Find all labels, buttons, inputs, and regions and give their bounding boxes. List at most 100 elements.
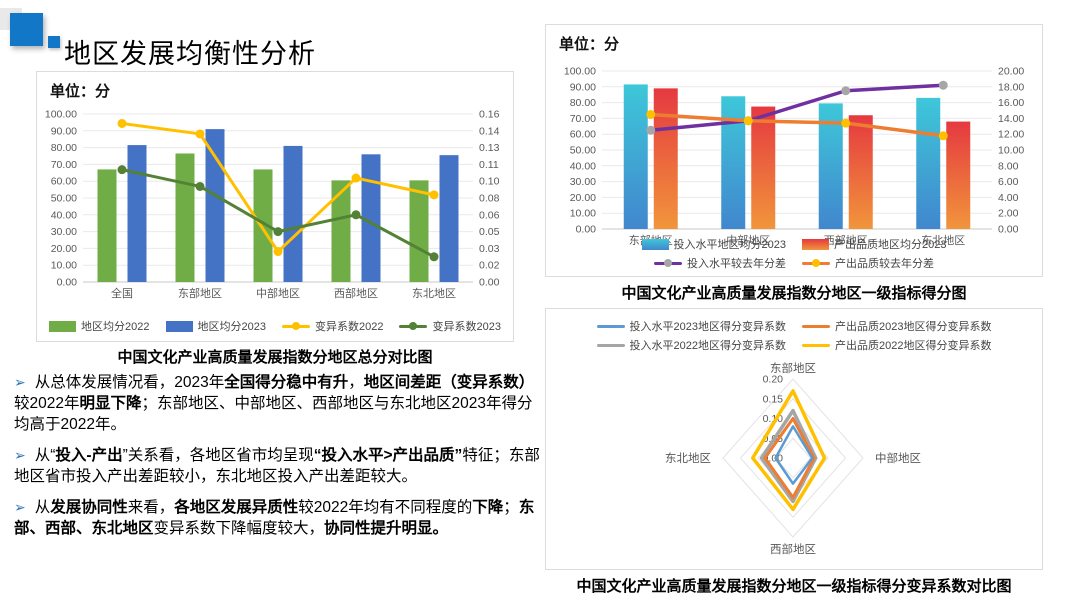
svg-text:0.03: 0.03 [479,243,500,255]
legend-row: 地区均分2022 地区均分2023 变异系数2022 变异系数2023 [41,318,509,334]
svg-text:中部地区: 中部地区 [256,286,300,300]
radar-chart-caption: 中国文化产业高质量发展指数分地区一级指标得分变异系数对比图 [576,578,1012,595]
bullet-point: ➢ 从总体发展情况看，2023年全国得分稳中有升，地区间差距（变异系数）较2022… [14,374,535,434]
legend-item: 产出品质2022地区得分变异系数 [802,337,991,353]
svg-text:60.00: 60.00 [51,176,77,188]
legend-line-swatch [399,322,428,330]
legend-line-swatch [282,322,310,330]
legend-row: 投入水平2022地区得分变异系数 产出品质2022地区得分变异系数 [589,337,1000,353]
legend-item: 变异系数2023 [399,318,501,334]
svg-text:0.00: 0.00 [576,224,597,236]
legend-label: 产出品质2022地区得分变异系数 [835,340,992,352]
svg-text:0.16: 0.16 [479,109,500,121]
legend-line-swatch [596,324,625,328]
title-accent-square-blue-small [48,36,60,48]
legend-line-swatch [596,343,625,347]
legend-label: 投入水平2023地区得分变异系数 [629,321,786,333]
svg-text:0.14: 0.14 [479,125,500,137]
total-score-chart-caption: 中国文化产业高质量发展指数分地区总分对比图 [117,349,433,366]
total-score-chart-panel: 单位：分 0.00 0.00 10.00 0.02 20.00 0.03 30.00 0.05… [36,71,514,342]
svg-text:14.00: 14.00 [998,113,1024,125]
title-accent-square-blue [10,13,43,46]
legend-item: 产出品质地区均分2023 [802,236,946,252]
svg-text:30.00: 30.00 [51,226,77,238]
svg-text:0.08: 0.08 [479,193,500,205]
svg-text:50.00: 50.00 [51,193,77,205]
legend-label: 产出品质地区均分2023 [834,239,947,251]
legend-item: 地区均分2023 [165,318,266,334]
svg-text:50.00: 50.00 [570,145,596,157]
bullet-arrow-icon: ➢ [14,374,26,390]
svg-text:90.00: 90.00 [570,81,596,93]
svg-text:6.00: 6.00 [998,176,1019,188]
analysis-bullets: ➢ 从总体发展情况看，2023年全国得分稳中有升，地区间差距（变异系数）较2022… [14,372,541,550]
svg-text:10.00: 10.00 [998,145,1024,157]
svg-text:0.10: 0.10 [479,176,500,188]
svg-text:40.00: 40.00 [51,209,77,221]
svg-text:0.00: 0.00 [479,277,500,289]
svg-text:8.00: 8.00 [998,160,1019,172]
unit-label: 单位：分 [559,36,620,53]
svg-text:20.00: 20.00 [51,243,77,255]
legend-bar-swatch [165,320,193,332]
svg-text:16.00: 16.00 [998,97,1024,109]
svg-text:0.05: 0.05 [479,226,500,238]
legend-row: 投入水平地区均分2023 产出品质地区均分2023 [634,236,955,252]
svg-text:西部地区: 西部地区 [334,286,378,300]
legend-bar-swatch [49,320,77,332]
svg-text:东北地区: 东北地区 [412,287,456,300]
svg-text:东部地区: 东部地区 [178,286,222,300]
svg-text:2.00: 2.00 [998,208,1019,220]
svg-text:80.00: 80.00 [570,97,596,109]
bullet-arrow-icon: ➢ [14,499,26,516]
legend-label: 产出品质较去年分差 [835,258,934,270]
svg-text:0.13: 0.13 [479,142,500,154]
legend-label: 变异系数2022 [315,321,384,333]
svg-text:0.00: 0.00 [998,224,1019,236]
legend-label: 投入水平较去年分差 [687,258,786,270]
svg-text:90.00: 90.00 [51,125,77,137]
svg-text:40.00: 40.00 [570,160,596,172]
legend-item: 产出品质2023地区得分变异系数 [802,318,991,334]
legend-row: 投入水平2023地区得分变异系数 产出品质2023地区得分变异系数 [589,318,1000,334]
legend-line-swatch [802,343,830,347]
svg-text:0.06: 0.06 [479,209,500,221]
svg-text:中部地区: 中部地区 [875,451,921,465]
legend-line-swatch [802,324,830,328]
svg-text:0.02: 0.02 [479,260,500,272]
legend-bar-swatch [802,238,829,250]
indicator-score-combo-chart: 0.00 0.00 10.00 2.00 20.00 4.00 30.00 6.00 40.00… [564,66,1025,248]
svg-text:20.00: 20.00 [570,192,596,204]
bullet-point: ➢ 从“投入-产出”关系看，各地区省市均呈现“投入水平>产出品质”特征；东部地区省… [14,447,540,486]
total-score-combo-chart: 0.00 0.00 10.00 0.02 20.00 0.03 30.00 0.05 40.00… [45,109,500,301]
svg-text:80.00: 80.00 [51,142,77,154]
svg-text:10.00: 10.00 [51,260,77,272]
indicator-score-chart-legend: 投入水平地区均分2023 产出品质地区均分2023 投入水平较去年分差 产出品质较去年… [546,236,1042,271]
svg-text:70.00: 70.00 [51,159,77,171]
svg-text:西部地区: 西部地区 [824,233,868,247]
legend-row: 投入水平较去年分差 产出品质较去年分差 [646,255,942,271]
svg-text:18.00: 18.00 [998,81,1024,93]
unit-label: 单位：分 [50,83,111,100]
svg-text:4.00: 4.00 [998,192,1019,204]
bullet-point: ➢ 从发展协同性来看，各地区发展异质性较2022年均有不同程度的下降；东部、西部、… [14,499,535,538]
legend-item: 投入水平2023地区得分变异系数 [596,318,786,334]
svg-text:10.00: 10.00 [570,208,596,220]
svg-text:0.00: 0.00 [57,277,78,289]
svg-text:70.00: 70.00 [570,113,596,125]
indicator-score-chart-panel: 单位：分 0.00 0.00 10.00 2.00 20.00 4.00 30.00 6.00… [545,24,1043,277]
svg-text:中部地区: 中部地区 [726,233,770,247]
total-score-chart-legend: 地区均分2022 地区均分2023 变异系数2022 变异系数2023 [37,318,513,334]
legend-item: 产出品质较去年分差 [802,255,934,271]
legend-label: 变异系数2023 [432,321,501,333]
svg-text:12.00: 12.00 [998,129,1024,141]
variation-radar-chart-panel: 投入水平2023地区得分变异系数 产出品质2023地区得分变异系数投入水平2022… [545,308,1043,570]
svg-text:西部地区: 西部地区 [770,542,816,556]
indicator-score-chart-caption: 中国文化产业高质量发展指数分地区一级指标得分图 [621,285,967,302]
page-title: 地区发展均衡性分析 [64,39,316,70]
svg-text:0.15: 0.15 [763,393,784,405]
legend-label: 地区均分2022 [81,321,150,333]
svg-text:东北地区: 东北地区 [921,234,965,247]
